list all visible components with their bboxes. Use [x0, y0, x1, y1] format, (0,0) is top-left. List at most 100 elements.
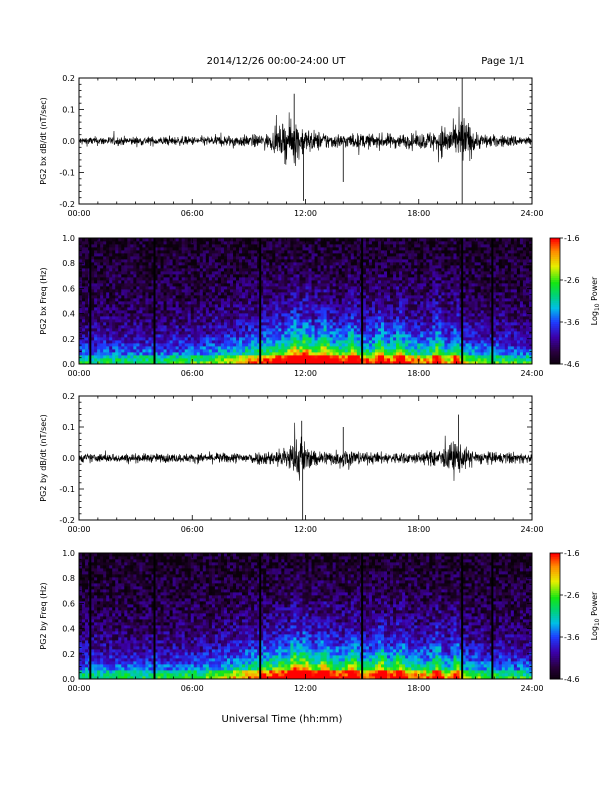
heatmap-cell [278, 310, 282, 314]
heatmap-cell [139, 301, 143, 305]
heatmap-cell [344, 289, 349, 293]
heatmap-cell [236, 346, 240, 350]
heatmap-cell [127, 283, 131, 287]
heatmap-cell [344, 307, 349, 311]
heatmap-cell [79, 259, 83, 263]
heatmap-cell [314, 244, 318, 248]
heatmap-cell [275, 331, 279, 335]
heatmap-cell [393, 349, 397, 353]
heatmap-cell [284, 319, 288, 323]
heatmap-cell [178, 337, 183, 341]
heatmap-cell [160, 304, 164, 308]
heatmap-cell [402, 322, 406, 326]
heatmap-cell [329, 283, 334, 287]
heatmap-cell [326, 307, 331, 311]
heatmap-cell [223, 268, 228, 272]
heatmap-cell [353, 283, 358, 287]
heatmap-cell [160, 340, 164, 344]
heatmap-cell [145, 349, 149, 353]
heatmap-cell [199, 286, 204, 290]
heatmap-cell [127, 253, 131, 257]
heatmap-cell [414, 250, 418, 254]
heatmap-cell [178, 322, 183, 326]
heatmap-cell [124, 343, 128, 347]
heatmap-cell [233, 307, 237, 311]
heatmap-cell [106, 268, 110, 272]
heatmap-cell [311, 247, 315, 251]
heatmap-cell [260, 271, 264, 275]
heatmap-cell [121, 358, 125, 362]
heatmap-cell [217, 307, 222, 311]
heatmap-cell [130, 346, 134, 350]
heatmap-cell [266, 331, 270, 335]
heatmap-cell [172, 250, 177, 254]
heatmap-cell [130, 328, 134, 332]
heatmap-cell [281, 259, 285, 263]
heatmap-cell [266, 295, 270, 299]
heatmap-cell [82, 283, 86, 287]
heatmap-cell [296, 310, 300, 314]
heatmap-cell [296, 262, 300, 266]
heatmap-cell [308, 301, 312, 305]
heatmap-cell [127, 343, 131, 347]
heatmap-cell [362, 310, 367, 314]
heatmap-cell [296, 268, 300, 272]
heatmap-cell [293, 241, 297, 245]
heatmap-cell [242, 298, 246, 302]
heatmap-cell [362, 361, 367, 365]
heatmap-cell [393, 298, 397, 302]
heatmap-cell [82, 250, 86, 254]
heatmap-cell [332, 247, 337, 251]
heatmap-cell [242, 271, 246, 275]
heatmap-cell [284, 307, 288, 311]
heatmap-cell [233, 316, 237, 320]
heatmap-cell [196, 247, 201, 251]
heatmap-cell [293, 286, 297, 290]
heatmap-cell [347, 334, 352, 338]
heatmap-cell [353, 304, 358, 308]
heatmap-cell [175, 247, 180, 251]
heatmap-cell [284, 277, 288, 281]
heatmap-cell [299, 343, 303, 347]
heatmap-cell [163, 283, 167, 287]
heatmap-cell [338, 358, 343, 362]
heatmap-cell [211, 343, 216, 347]
heatmap-cell [172, 265, 177, 269]
heatmap-cell [257, 280, 261, 284]
heatmap-cell [302, 244, 306, 248]
heatmap-cell [181, 352, 186, 356]
heatmap-cell [311, 361, 315, 365]
heatmap-cell [341, 253, 346, 257]
heatmap-cell [190, 295, 195, 299]
heatmap-cell [299, 238, 303, 242]
heatmap-cell [236, 289, 240, 293]
heatmap-cell [320, 238, 325, 242]
heatmap-cell [106, 253, 110, 257]
heatmap-cell [254, 343, 258, 347]
heatmap-cell [399, 346, 403, 350]
heatmap-cell [220, 361, 225, 365]
heatmap-cell [332, 295, 337, 299]
heatmap-cell [223, 274, 228, 278]
heatmap-cell [284, 343, 288, 347]
heatmap-cell [233, 334, 237, 338]
heatmap-cell [405, 238, 409, 242]
heatmap-cell [390, 274, 394, 278]
heatmap-cell [290, 286, 294, 290]
heatmap-cell [118, 355, 122, 359]
heatmap-cell [362, 319, 367, 323]
heatmap-cell [233, 247, 237, 251]
heatmap-cell [160, 322, 164, 326]
heatmap-cell [172, 241, 177, 245]
heatmap-cell [202, 253, 207, 257]
heatmap-cell [287, 328, 291, 332]
heatmap-cell [233, 271, 237, 275]
heatmap-cell [305, 340, 309, 344]
heatmap-cell [199, 265, 204, 269]
heatmap-cell [272, 247, 276, 251]
heatmap-cell [91, 361, 95, 365]
heatmap-cell [148, 331, 152, 335]
heatmap-cell [251, 346, 255, 350]
heatmap-cell [371, 277, 376, 281]
heatmap-cell [299, 241, 303, 245]
